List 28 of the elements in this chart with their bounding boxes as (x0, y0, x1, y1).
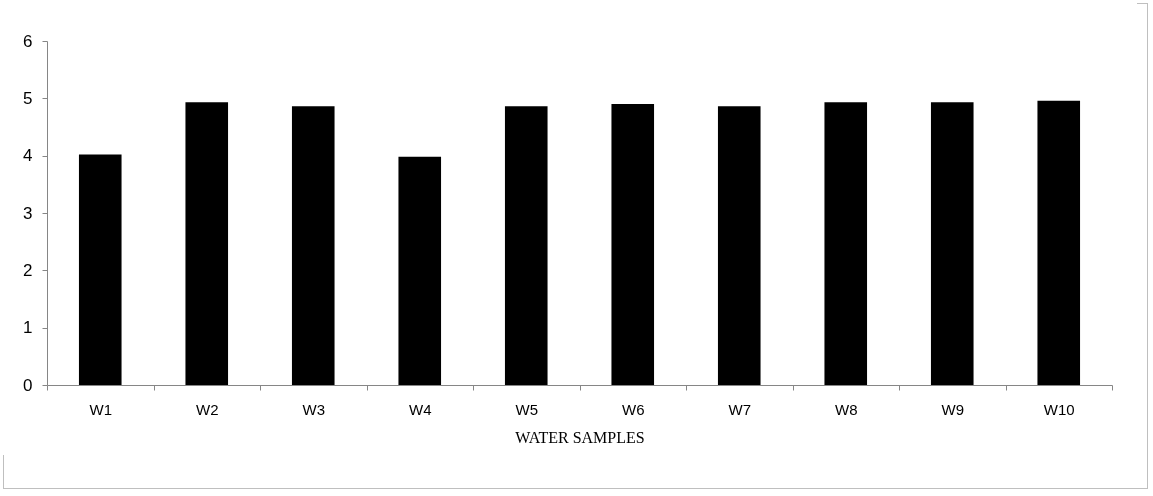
y-tick-label: 2 (23, 260, 33, 280)
bar (1037, 100, 1081, 385)
x-tick-label: W10 (1043, 400, 1075, 418)
x-tick-label: W9 (941, 400, 964, 418)
x-tick-label: W8 (835, 400, 858, 418)
y-tick-label: 6 (23, 31, 33, 51)
bar (824, 102, 868, 385)
x-tick-label: W2 (196, 400, 219, 418)
x-tick-label: W6 (622, 400, 645, 418)
bar (504, 106, 548, 385)
x-tick-label: W7 (728, 400, 751, 418)
bar (185, 102, 229, 385)
x-tick-label: W4 (409, 400, 432, 418)
y-tick-label: 1 (23, 318, 33, 338)
bar (291, 106, 335, 385)
y-tick-label: 4 (23, 146, 33, 166)
y-tick-label: 0 (23, 375, 33, 395)
bar (930, 102, 974, 385)
bar (717, 106, 761, 385)
bar (78, 154, 122, 385)
y-tick-label: 3 (23, 203, 33, 223)
bar (398, 156, 442, 385)
x-tick-label: W5 (515, 400, 538, 418)
bar (611, 104, 655, 385)
x-tick-label: W3 (302, 400, 325, 418)
x-tick-label: W1 (89, 400, 112, 418)
y-tick-label: 5 (23, 88, 33, 108)
x-axis-title: WATER SAMPLES (515, 428, 645, 446)
